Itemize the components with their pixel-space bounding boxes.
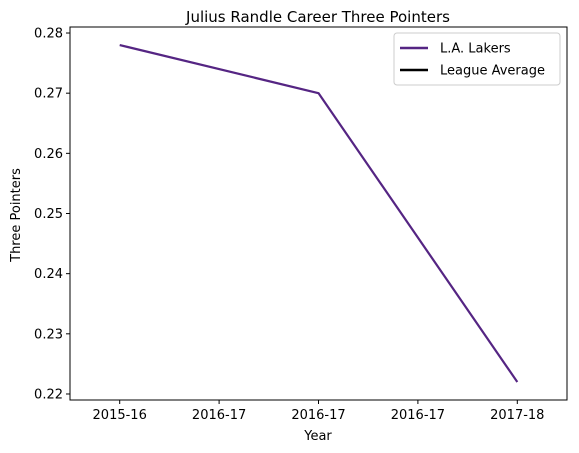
legend: L.A. Lakers League Average xyxy=(393,32,561,86)
series-layer xyxy=(119,43,519,383)
series-line-lakers xyxy=(119,43,519,383)
x-tick-label: 2016-17 xyxy=(192,408,246,423)
x-tick-label: 2016-17 xyxy=(291,408,345,423)
y-tick-label: 0.25 xyxy=(34,207,63,222)
x-axis: 2015-16 2016-17 2016-17 2016-17 2017-18 xyxy=(93,400,544,423)
y-axis: 0.22 0.23 0.24 0.25 0.26 0.27 0.28 xyxy=(34,27,70,402)
y-tick-label: 0.28 xyxy=(34,27,63,42)
y-tick-label: 0.27 xyxy=(34,87,63,102)
x-tick-label: 2017-18 xyxy=(490,408,544,423)
legend-box xyxy=(393,32,561,86)
legend-label: League Average xyxy=(440,64,545,79)
y-tick-label: 0.26 xyxy=(34,147,63,162)
y-tick-label: 0.23 xyxy=(34,327,63,342)
y-tick-label: 0.22 xyxy=(34,387,63,402)
x-axis-label: Year xyxy=(303,429,332,444)
y-axis-label: Three Pointers xyxy=(9,168,24,263)
y-tick-label: 0.24 xyxy=(34,267,63,282)
chart-title: Julius Randle Career Three Pointers xyxy=(185,8,450,26)
x-tick-label: 2016-17 xyxy=(391,408,445,423)
x-tick-label: 2015-16 xyxy=(93,408,147,423)
legend-label: L.A. Lakers xyxy=(440,42,511,57)
